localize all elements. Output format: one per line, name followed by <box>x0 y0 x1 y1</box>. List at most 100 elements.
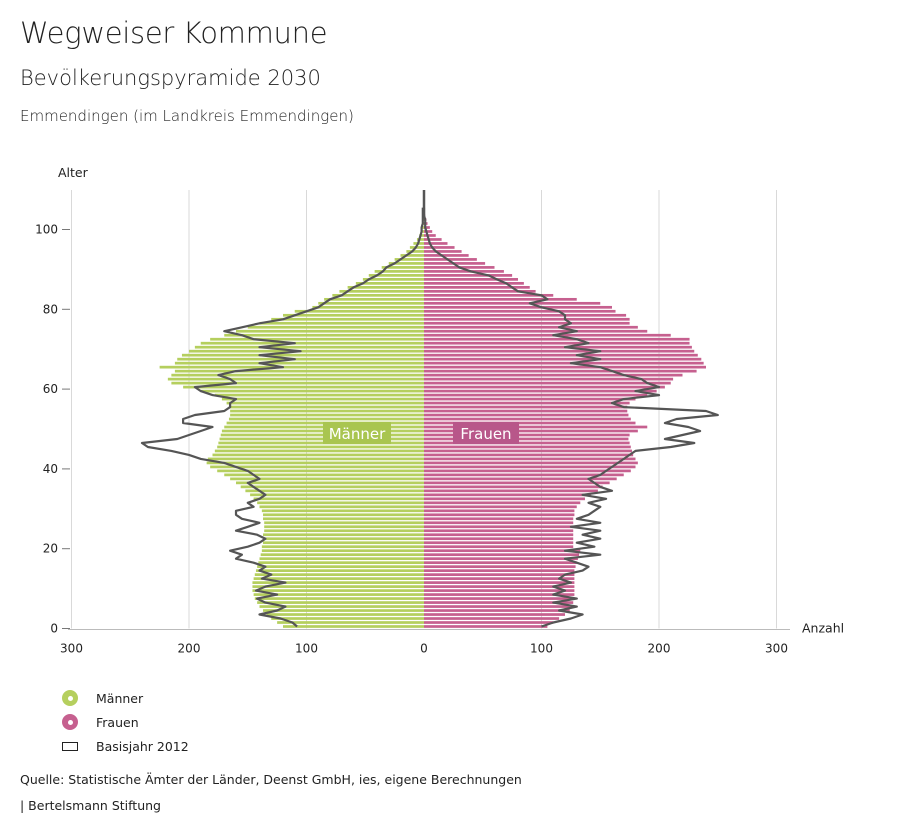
bar-women <box>424 457 636 461</box>
bar-men <box>419 234 424 237</box>
bar-women <box>424 317 630 321</box>
bar-women <box>424 593 575 596</box>
bar-men <box>263 513 424 517</box>
page-title: Wegweiser Kommune <box>20 16 328 50</box>
bar-men <box>171 373 424 377</box>
bar-men <box>261 549 424 553</box>
bar-men <box>230 409 424 413</box>
bar-men <box>230 413 424 417</box>
bar-men <box>177 357 424 361</box>
bar-women <box>424 585 575 588</box>
bar-women <box>424 381 671 385</box>
bar-men <box>421 226 424 229</box>
bar-women <box>424 297 577 301</box>
axes: 300 200 100 0 100 200 300020406080100AlterAnza… <box>35 165 844 656</box>
bar-men <box>250 493 424 497</box>
bar-men <box>218 441 424 445</box>
bar-women <box>424 485 603 489</box>
bar-men <box>247 325 424 329</box>
source-note: Quelle: Statistische Ämter der Länder, D… <box>20 772 522 787</box>
bar-women <box>424 597 575 600</box>
label-bg-men <box>323 421 391 444</box>
bar-women <box>424 433 630 437</box>
y-tick-label: 100 <box>35 223 58 237</box>
bar-women <box>424 449 632 453</box>
bar-men <box>217 445 424 449</box>
bar-women <box>424 301 601 305</box>
bar-women <box>424 505 577 509</box>
bars <box>159 214 706 628</box>
bar-women <box>424 409 628 413</box>
y-tick-label: 0 <box>50 622 58 636</box>
bar-men <box>271 617 424 620</box>
legend-label-men: Männer <box>96 690 144 706</box>
bar-men <box>394 258 424 261</box>
bar-women <box>424 581 575 584</box>
x-tick-label: 200 <box>648 642 671 656</box>
bar-women <box>424 242 448 245</box>
bar-women <box>424 589 575 592</box>
bar-women <box>424 497 585 501</box>
y-tick-label: 80 <box>43 302 58 316</box>
bar-women <box>424 577 575 580</box>
bar-women <box>424 521 574 525</box>
bar-women <box>424 489 598 493</box>
bar-men <box>212 453 424 457</box>
bar-women <box>424 565 576 569</box>
bar-men <box>194 345 424 349</box>
bar-women <box>424 469 631 473</box>
bar-men <box>214 449 424 453</box>
bar-men <box>368 274 424 277</box>
bar-men <box>252 585 424 588</box>
bar-women <box>424 541 574 545</box>
bar-men <box>261 509 424 513</box>
legend-label-women: Frauen <box>96 714 139 730</box>
bar-women <box>424 525 574 529</box>
bar-women <box>424 441 630 445</box>
bar-women <box>424 357 702 361</box>
bar-labels: Männer Frauen <box>323 421 519 444</box>
bar-men <box>224 473 424 477</box>
bar-women <box>424 325 638 329</box>
bar-women <box>424 413 629 417</box>
bar-women <box>424 345 692 349</box>
bar-men <box>189 349 424 353</box>
x-tick-label: 0 <box>420 642 428 656</box>
bar-women <box>424 258 477 261</box>
bar-men <box>283 313 424 317</box>
bar-women <box>424 417 631 421</box>
bar-women <box>424 453 634 457</box>
brand-note: | Bertelsmann Stiftung <box>20 798 161 813</box>
bar-women <box>424 609 570 612</box>
bar-women <box>424 513 575 517</box>
bar-women <box>424 461 638 465</box>
bar-men <box>171 381 424 385</box>
bar-men <box>266 613 424 616</box>
bar-women <box>424 401 630 405</box>
bar-women <box>424 365 706 369</box>
bar-women <box>424 305 612 309</box>
baseline-line-women <box>422 207 719 628</box>
baseline-line-men <box>140 207 424 628</box>
bar-men <box>400 254 424 257</box>
bar-men <box>374 270 424 273</box>
bar-women <box>424 517 574 521</box>
bar-women <box>424 537 574 541</box>
bar-women <box>424 393 648 397</box>
bar-women <box>424 226 430 229</box>
bar-women <box>424 234 436 237</box>
chart-subtitle: Bevölkerungspyramide 2030 <box>20 66 321 90</box>
bar-women <box>424 349 695 353</box>
bar-women <box>424 605 573 608</box>
bar-men <box>261 545 424 549</box>
y-axis-label: Alter <box>58 165 89 180</box>
bar-men <box>210 337 424 341</box>
legend-item-women: Frauen <box>62 710 189 734</box>
bar-men <box>263 517 424 521</box>
bar-women <box>424 481 610 485</box>
bar-men <box>181 353 424 357</box>
bar-women <box>424 561 577 565</box>
bar-women <box>424 285 530 289</box>
bar-men <box>362 278 424 281</box>
bar-men <box>260 553 424 557</box>
